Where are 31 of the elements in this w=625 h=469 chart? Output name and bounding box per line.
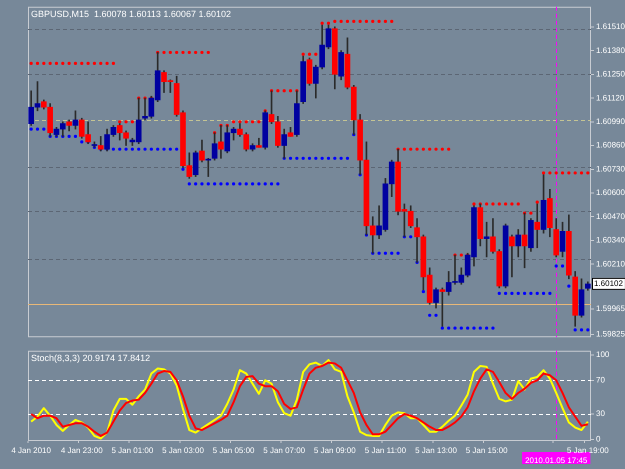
x-tick-label: 2010.01.05 17:45 [525,456,588,466]
x-tick-label: 5 Jan 05:00 [212,446,256,456]
y-tick-label: 1.59965 [596,304,625,314]
x-tick-label: 5 Jan 01:00 [111,446,154,456]
x-tick-label: 5 Jan 13:00 [415,446,458,456]
y-tick-label: 1.61510 [596,22,625,32]
y-tick-label: 0 [596,434,601,444]
chart-title: Stoch(8,3,3) 20.9174 17.8412 [31,352,150,363]
x-tick-label: 5 Jan 03:00 [162,446,204,456]
y-tick-label: 1.60990 [596,117,625,126]
y-tick-label: 1.60210 [596,259,625,268]
y-tick-label: 1.60860 [596,140,625,150]
x-tick-label: 4 Jan 2010 [11,446,52,456]
y-tick-label: 70 [596,376,606,385]
x-tick-label: 5 Jan 15:00 [466,446,508,456]
y-tick-label: 1.60730 [596,164,625,174]
x-tick-label: 4 Jan 23:00 [60,446,104,456]
y-tick-label: 1.59825 [596,330,625,339]
y-tick-label: 1.61120 [596,93,625,102]
y-tick-label: 1.61250 [596,70,625,79]
y-tick-label: 1.60470 [596,212,625,221]
y-tick-label: 1.60600 [596,188,625,198]
x-tick-label: 5 Jan 07:00 [263,446,306,456]
x-tick-label: 5 Jan 09:00 [314,446,356,456]
y-tick-label: 1.61380 [596,46,625,55]
y-tick-label: 100 [596,350,610,360]
x-tick-label: 5 Jan 11:00 [364,446,407,456]
chart-title: GBPUSD,M15 1.60078 1.60113 1.60067 1.60102 [31,8,231,19]
y-tick-label: 30 [596,409,606,418]
text: 1.60102 [594,279,624,288]
y-tick-label: 1.60340 [596,236,625,245]
